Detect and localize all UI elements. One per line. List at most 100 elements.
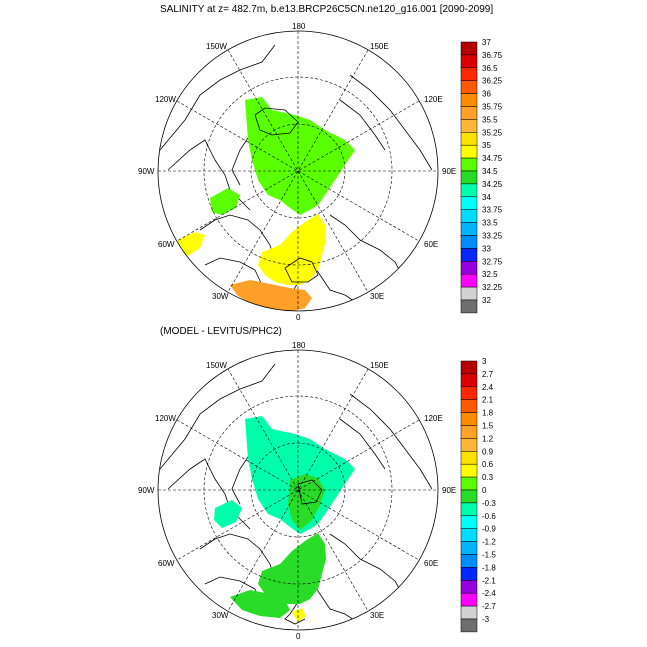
lon-label: 180 (292, 22, 306, 31)
colorbar-label: 1.5 (482, 422, 494, 431)
lon-label: 150E (370, 42, 389, 51)
colorbar-swatch (460, 502, 478, 517)
colorbar-swatch (460, 248, 478, 262)
panel1-green-west (210, 188, 240, 215)
colorbar-swatch (460, 438, 478, 452)
colorbar-label: 3 (482, 357, 487, 366)
colorbar-swatch (460, 170, 478, 185)
colorbar-label: -0.6 (482, 512, 496, 521)
colorbar-swatch (460, 261, 478, 275)
lon-label: 60W (158, 559, 175, 568)
panel1-colorbar: 37 36.75 36.5 36.25 36 35.75 35.5 35.25 35 34.75 3… (460, 38, 503, 314)
lon-label: 120E (424, 95, 443, 104)
colorbar-label: 34.5 (482, 167, 498, 176)
colorbar-label: 35 (482, 141, 491, 150)
colorbar-swatch (460, 425, 478, 439)
colorbar-swatch (460, 67, 478, 81)
panel2-yellow-spot (292, 608, 306, 622)
colorbar-swatch (460, 463, 478, 478)
colorbar-label: 35.25 (482, 128, 503, 137)
colorbar-label: -1.5 (482, 551, 496, 560)
colorbar-swatch (460, 196, 478, 210)
colorbar-swatch (460, 273, 478, 288)
colorbar-label: 36.5 (482, 64, 498, 73)
panel2-green-contour (297, 479, 323, 505)
panel1-orange-region (230, 280, 312, 311)
colorbar-label: 33 (482, 244, 491, 253)
colorbar-swatch (460, 399, 478, 413)
lon-label: 120W (155, 95, 176, 104)
colorbar-label: 33.75 (482, 206, 503, 215)
colorbar-label: 0 (482, 486, 487, 495)
lon-label: 120E (424, 414, 443, 423)
colorbar-label: 32.5 (482, 270, 498, 279)
panel2-cyan-west (214, 500, 242, 528)
colorbar-swatch (460, 157, 478, 172)
panel1-title: SALINITY at z= 482.7m, b.e13.BRCP26C5CN.… (160, 4, 494, 15)
colorbar-label: 0.9 (482, 447, 494, 456)
panel2-green-lower (258, 533, 326, 604)
colorbar-label: 35.75 (482, 103, 503, 112)
colorbar-label: 33.25 (482, 232, 503, 241)
colorbar-swatch (460, 618, 478, 633)
colorbar-swatch (460, 412, 478, 426)
colorbar-label: 36.25 (482, 77, 503, 86)
colorbar-swatch (460, 476, 478, 491)
colorbar-label: 34.75 (482, 154, 503, 163)
colorbar-label: -0.3 (482, 499, 496, 508)
colorbar-label: 36.75 (482, 51, 503, 60)
colorbar-swatch (460, 222, 478, 236)
lon-label: 90W (138, 167, 155, 176)
colorbar-label: -2.4 (482, 589, 496, 598)
colorbar-swatch (460, 567, 478, 581)
colorbar-label: 37 (482, 38, 491, 47)
colorbar-label: 34 (482, 193, 491, 202)
colorbar-swatch (460, 106, 478, 120)
colorbar-swatch (460, 235, 478, 249)
panel2-map-border (157, 349, 439, 631)
panel2-green-southwest (230, 590, 290, 618)
colorbar-label: 34.25 (482, 180, 503, 189)
colorbar-label: 2.4 (482, 383, 494, 392)
lon-label: 0 (296, 313, 301, 322)
lon-label: 90E (442, 486, 456, 495)
panel2-map: 180 150E 120E 90E 60E 30E 0 30W 60W 90W … (138, 341, 496, 641)
colorbar-swatch (460, 528, 478, 542)
lon-label: 30E (370, 292, 384, 301)
panel2-cyan-region (245, 416, 355, 534)
colorbar-label: 2.1 (482, 396, 494, 405)
colorbar-swatch (460, 373, 478, 388)
colorbar-swatch (460, 515, 478, 529)
panel2-graticule (158, 350, 438, 630)
colorbar-swatch (460, 144, 478, 159)
colorbar-label: 32 (482, 296, 491, 305)
panel2-green-center (288, 474, 325, 530)
colorbar-label: 1.8 (482, 409, 494, 418)
panel1-yellow-contour (284, 257, 319, 283)
panel1-yellow-region (258, 214, 326, 285)
colorbar-swatch (460, 489, 478, 504)
lon-label: 150W (206, 361, 227, 370)
colorbar-swatch (460, 360, 478, 375)
colorbar-label: -1.8 (482, 563, 496, 572)
colorbar-swatch (460, 41, 478, 56)
colorbar-swatch (460, 119, 478, 133)
colorbar-label: -3 (482, 615, 490, 624)
lon-label: 60W (158, 240, 175, 249)
colorbar-label: -0.9 (482, 525, 496, 534)
colorbar-label: 2.7 (482, 370, 494, 379)
colorbar-label: 32.75 (482, 257, 503, 266)
panel1-graticule (158, 31, 438, 311)
panel2-colorbar: 3 2.7 2.4 2.1 1.8 1.5 1.2 0.9 0.6 0.3 0 -0.3 -0.6 -0.… (460, 357, 496, 633)
lon-label: 90W (138, 486, 155, 495)
colorbar-label: 1.2 (482, 434, 494, 443)
lon-label: 0 (296, 632, 301, 641)
colorbar-label: -1.2 (482, 538, 496, 547)
lon-label: 90E (442, 167, 456, 176)
colorbar-swatch (460, 580, 478, 594)
panel1-green-contour (254, 107, 299, 136)
colorbar-label: 32.25 (482, 283, 503, 292)
colorbar-swatch (460, 554, 478, 568)
panel1-map: 180 150E 120E 90E 60E 30E 0 30W 60W 90W … (138, 22, 503, 322)
